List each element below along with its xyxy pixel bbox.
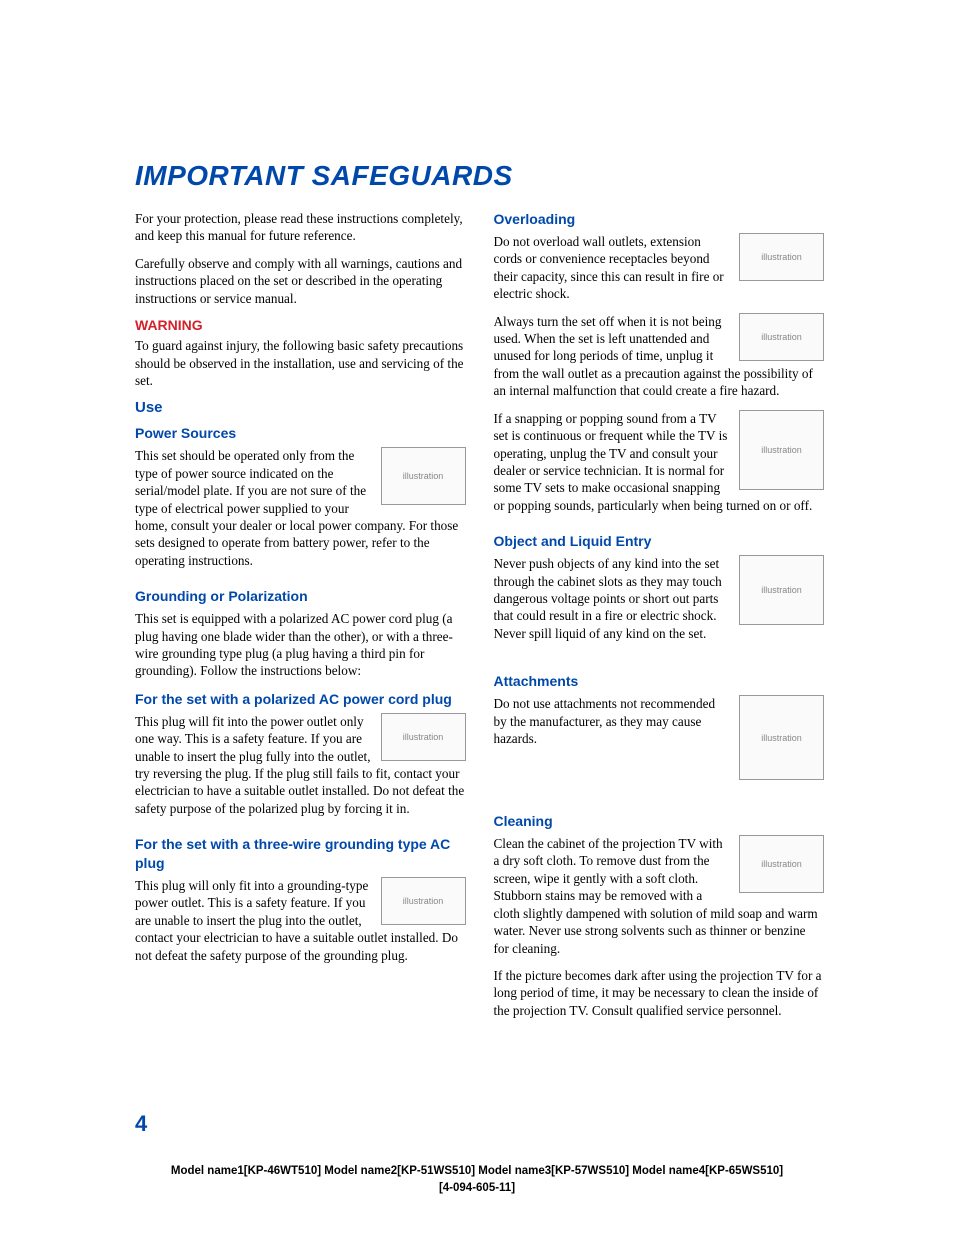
attachments-illustration: illustration <box>739 695 824 780</box>
page-number: 4 <box>135 1111 147 1137</box>
use-heading: Use <box>135 399 466 416</box>
overloading-heading: Overloading <box>494 210 825 229</box>
cleaning-paragraph-2: If the picture becomes dark after using … <box>494 967 825 1019</box>
intro-paragraph-1: For your protection, please read these i… <box>135 210 466 245</box>
page-title: IMPORTANT SAFEGUARDS <box>135 160 824 192</box>
left-column: For your protection, please read these i… <box>135 210 466 1029</box>
power-sources-heading: Power Sources <box>135 424 466 443</box>
right-column: Overloading illustration Do not overload… <box>494 210 825 1029</box>
polarized-plug-heading: For the set with a polarized AC power co… <box>135 690 466 709</box>
grounding-heading: Grounding or Polarization <box>135 587 466 606</box>
warning-heading: WARNING <box>135 317 466 333</box>
cleaning-illustration: illustration <box>739 835 824 893</box>
overloading-illustration-2: illustration <box>739 313 824 361</box>
footer-line-2: [4-094-605-11] <box>0 1180 954 1197</box>
object-entry-illustration: illustration <box>739 555 824 625</box>
polarized-plug-illustration: illustration <box>381 713 466 761</box>
cleaning-heading: Cleaning <box>494 812 825 831</box>
warning-paragraph: To guard against injury, the following b… <box>135 337 466 389</box>
footer: Model name1[KP-46WT510] Model name2[KP-5… <box>0 1163 954 1198</box>
three-wire-illustration: illustration <box>381 877 466 925</box>
grounding-paragraph: This set is equipped with a polarized AC… <box>135 610 466 680</box>
overloading-illustration-3: illustration <box>739 410 824 490</box>
three-wire-heading: For the set with a three-wire grounding … <box>135 835 466 873</box>
overloading-illustration-1: illustration <box>739 233 824 281</box>
object-entry-heading: Object and Liquid Entry <box>494 532 825 551</box>
intro-paragraph-2: Carefully observe and comply with all wa… <box>135 255 466 307</box>
content-columns: For your protection, please read these i… <box>135 210 824 1029</box>
footer-line-1: Model name1[KP-46WT510] Model name2[KP-5… <box>0 1163 954 1180</box>
attachments-heading: Attachments <box>494 672 825 691</box>
power-sources-illustration: illustration <box>381 447 466 505</box>
